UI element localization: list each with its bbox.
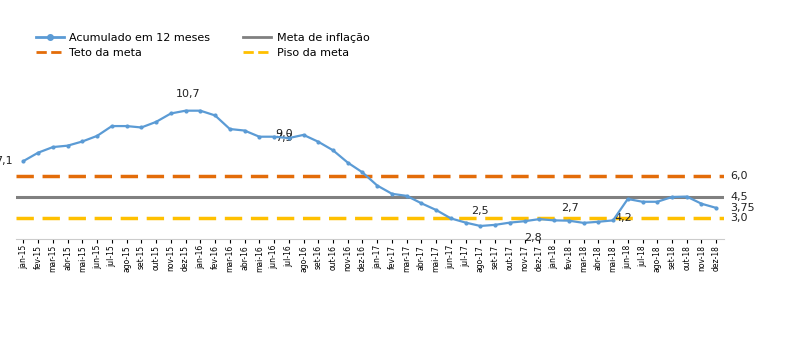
Text: 4,2: 4,2 [613, 213, 631, 223]
Text: 9,0: 9,0 [275, 129, 293, 139]
Text: 2,7: 2,7 [560, 202, 578, 213]
Text: 3,0: 3,0 [730, 213, 747, 223]
Text: 6,0: 6,0 [730, 171, 747, 182]
Text: 7,1: 7,1 [0, 156, 13, 166]
Text: 3,75: 3,75 [730, 203, 754, 213]
Text: 2,5: 2,5 [471, 206, 488, 216]
Text: 10,7: 10,7 [176, 89, 201, 99]
Text: 7,3: 7,3 [275, 133, 292, 143]
Text: 4,5: 4,5 [730, 193, 748, 202]
Text: 2,8: 2,8 [524, 233, 541, 243]
Legend: Acumulado em 12 meses, Teto da meta, Meta de inflação, Piso da meta: Acumulado em 12 meses, Teto da meta, Met… [36, 32, 369, 58]
